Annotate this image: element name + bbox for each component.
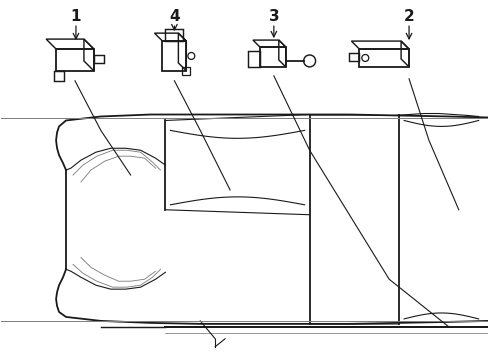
Text: 4: 4 bbox=[169, 9, 180, 24]
Text: 2: 2 bbox=[403, 9, 414, 24]
Text: 1: 1 bbox=[71, 9, 81, 24]
Text: 3: 3 bbox=[268, 9, 279, 24]
